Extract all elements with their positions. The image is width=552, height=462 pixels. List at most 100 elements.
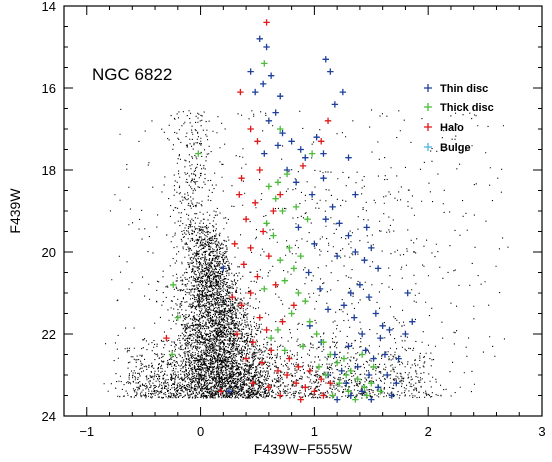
point-thin-disc — [265, 117, 273, 124]
point-thick-disc — [281, 277, 288, 284]
point-thick-disc — [345, 388, 352, 395]
point-thin-disc — [374, 384, 382, 391]
point-thin-disc — [351, 314, 358, 321]
point-halo — [265, 252, 273, 260]
point-thin-disc — [295, 224, 302, 231]
point-thin-disc — [340, 302, 348, 309]
point-thick-disc — [263, 220, 270, 227]
point-halo — [324, 117, 332, 124]
legend-label-bulge: Bulge — [440, 142, 471, 154]
point-thin-disc — [259, 80, 267, 88]
point-thin-disc — [305, 269, 312, 276]
point-thin-disc — [277, 93, 284, 100]
point-halo — [318, 138, 325, 145]
point-thick-disc — [277, 125, 284, 133]
y-tick-label: 14 — [42, 0, 56, 14]
point-thin-disc — [308, 191, 316, 198]
point-thick-disc — [279, 207, 286, 215]
point-thick-disc — [283, 170, 291, 178]
point-halo — [231, 240, 238, 247]
point-halo — [163, 334, 170, 342]
point-halo — [318, 375, 325, 383]
point-thick-disc — [274, 326, 282, 334]
point-thick-disc — [340, 355, 348, 362]
point-thin-disc — [356, 281, 364, 288]
point-thin-disc — [362, 347, 369, 354]
point-thin-disc — [302, 154, 309, 161]
point-halo — [247, 125, 254, 133]
point-halo — [238, 302, 245, 309]
point-thick-disc — [295, 289, 302, 297]
point-halo — [311, 388, 318, 395]
point-thin-disc — [347, 289, 354, 297]
point-thin-disc — [316, 285, 324, 293]
x-tick-label: 2 — [425, 424, 432, 439]
point-halo — [327, 380, 334, 387]
point-thick-disc — [352, 396, 359, 403]
point-thin-disc — [358, 388, 366, 395]
point-thick-disc — [343, 371, 350, 379]
point-halo — [242, 216, 250, 223]
point-thin-disc — [331, 101, 339, 108]
point-thick-disc — [272, 195, 279, 202]
point-halo — [238, 175, 245, 182]
point-thin-disc — [372, 310, 380, 317]
legend: Thin disc Thick disc Halo Bulge — [424, 83, 494, 154]
y-tick-label: 24 — [42, 409, 56, 424]
x-tick-label: 1 — [311, 424, 318, 439]
axis-ticks — [63, 5, 543, 417]
point-thick-disc — [174, 314, 182, 321]
point-halo — [286, 355, 293, 362]
legend-label-halo: Halo — [440, 122, 464, 134]
point-thin-disc — [365, 371, 373, 379]
point-halo — [267, 347, 275, 354]
x-tick-label: 3 — [538, 424, 545, 439]
point-thick-disc — [281, 347, 288, 354]
point-thin-disc — [272, 109, 279, 116]
point-thick-disc — [354, 375, 361, 383]
point-halo — [320, 392, 327, 399]
point-halo — [258, 359, 266, 366]
point-thin-disc — [374, 265, 382, 272]
point-thin-disc — [361, 257, 368, 264]
point-thick-disc — [329, 392, 336, 399]
point-thin-disc — [354, 363, 361, 370]
point-thin-disc — [402, 330, 409, 338]
point-thick-disc — [267, 334, 275, 342]
point-halo — [274, 367, 282, 375]
legend-marker-thin-disc — [424, 84, 432, 92]
point-thin-disc — [311, 240, 318, 247]
legend-item-thick-disc: Thick disc — [424, 102, 494, 114]
point-halo — [272, 281, 279, 288]
series-halo — [163, 19, 334, 403]
point-thin-disc — [409, 318, 416, 325]
point-thin-disc — [322, 216, 329, 223]
legend-marker-thick-disc — [424, 103, 432, 111]
point-thin-disc — [377, 334, 384, 342]
point-thin-disc — [333, 396, 341, 403]
point-thin-disc — [313, 134, 320, 141]
point-thin-disc — [343, 380, 350, 387]
point-thin-disc — [327, 68, 334, 75]
point-thick-disc — [290, 265, 298, 272]
point-thin-disc — [352, 248, 359, 256]
point-thick-disc — [168, 351, 176, 358]
point-thin-disc — [329, 203, 336, 211]
point-thick-disc — [315, 363, 323, 370]
point-thin-disc — [368, 396, 375, 403]
point-thick-disc — [377, 388, 384, 395]
point-thin-disc — [274, 142, 282, 149]
point-thin-disc — [345, 343, 352, 350]
point-thick-disc — [195, 150, 202, 157]
point-thin-disc — [225, 388, 233, 395]
point-thin-disc — [288, 138, 295, 145]
point-halo — [290, 302, 298, 309]
point-thick-disc — [347, 367, 354, 375]
point-halo — [265, 384, 273, 391]
point-halo — [254, 138, 261, 145]
point-thin-disc — [386, 326, 393, 334]
x-axis-label: F439W−F555W — [254, 441, 353, 457]
y-tick-label: 18 — [42, 163, 56, 178]
point-halo — [254, 273, 261, 280]
x-tick-label: 0 — [197, 424, 204, 439]
